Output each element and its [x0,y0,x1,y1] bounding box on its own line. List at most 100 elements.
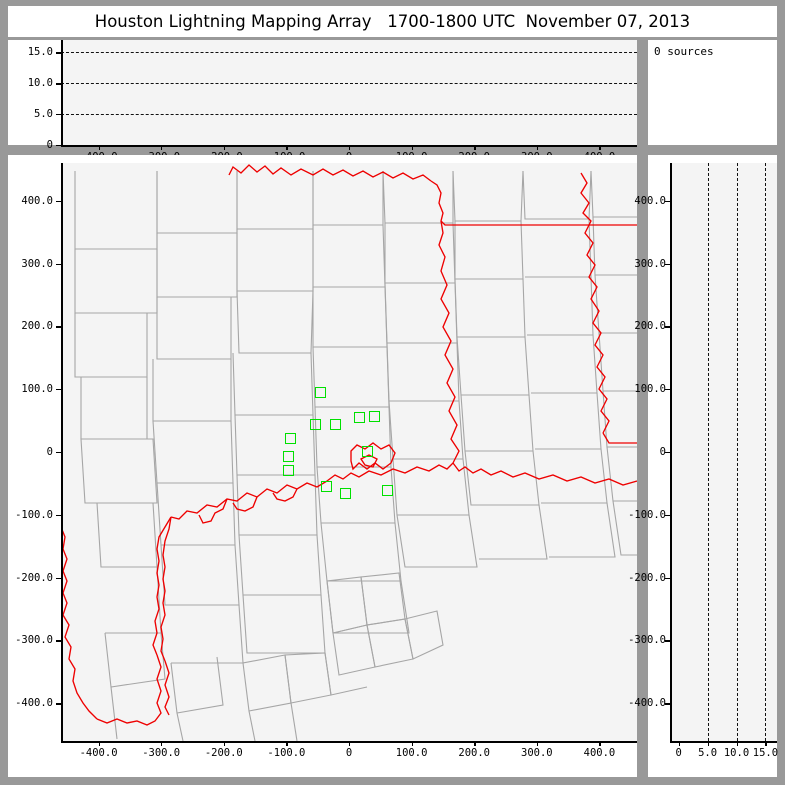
y-tick-label: 0 [46,139,53,151]
lma-station-marker [320,481,332,493]
gridline-vertical [707,163,709,741]
lma-station-marker [314,386,326,398]
gridline-vertical [765,163,767,741]
y-tick-label: 100.0 [21,383,53,396]
x-tick-label: -200.0 [204,747,243,759]
y-tick [665,200,671,202]
x-tick [765,741,767,746]
x-tick-label: 0 [345,747,353,759]
x-tick-label: 400.0 [583,747,616,759]
y-tick [665,452,671,454]
sources-count-label: 0 sources [654,45,714,58]
y-tick [665,514,671,517]
y-tick-label: -400.0 [15,697,53,710]
x-tick [707,741,709,746]
x-tick-label: 300.0 [521,747,553,759]
y-tick [56,145,62,147]
y-tick [56,389,62,391]
y-tick [56,200,62,202]
county-lines [74,170,637,741]
y-tick [56,577,62,579]
x-tick [599,741,601,746]
y-tick [665,577,671,579]
y-tick [56,514,62,517]
x-tick [411,741,413,746]
y-tick [665,640,671,642]
y-tick [665,389,671,391]
y-axis-line [61,40,63,145]
y-tick-label: -200.0 [15,571,53,584]
lma-station-marker [310,419,322,431]
map-geography-overlay [61,164,637,741]
time-height-panel: -400.0-300.0-200.0-100.00100.0200.0300.0… [8,40,637,163]
height-histogram-plot-area[interactable] [670,163,777,741]
state-and-coastline-borders [61,164,637,726]
y-tick [665,263,671,265]
y-tick [56,263,62,265]
lma-station-marker [339,487,351,499]
height-histogram-panel: 0 5.0 10.0 15.0 -400.0 -300.0 -200.0 -100.0 0 100… [628,155,779,777]
x-tick-label: 5.0 [698,747,718,759]
y-tick-label: -300.0 [15,634,53,647]
y-tick-label: -200.0 [628,571,666,584]
x-tick [536,741,539,746]
y-tick-label: 5.0 [34,108,53,121]
x-tick-label: -100.0 [267,747,306,759]
lma-station-marker [353,411,365,423]
x-tick-label: -400.0 [79,747,118,759]
x-tick [98,145,100,150]
y-tick-label: 15.0 [27,46,53,59]
time-height-plot-area[interactable] [61,40,637,145]
lma-station-marker [361,445,373,457]
y-tick-label: 200.0 [634,320,666,333]
x-tick [161,741,163,746]
y-tick-label: -300.0 [628,634,666,647]
y-tick-label: 400.0 [634,194,666,207]
plan-view-map-panel: -400.0 -300.0 -200.0 -100.0 0 100.0 200.0 300.0… [8,155,637,777]
y-tick [56,703,62,705]
gridline-horizontal [61,83,637,85]
y-tick-label: 10.0 [27,77,53,90]
lma-station-marker [283,465,295,477]
page-title: Houston Lightning Mapping Array 1700-180… [94,12,691,31]
y-tick [665,326,671,328]
y-tick [56,83,62,85]
lma-station-marker [369,411,381,423]
x-tick [474,145,476,150]
y-tick-label: 300.0 [21,257,53,270]
x-tick [286,145,288,150]
y-tick [56,326,62,328]
x-tick-label: 15.0 [752,747,779,759]
x-tick [599,145,601,150]
y-tick-label: -100.0 [15,508,53,521]
lma-station-marker [382,485,394,497]
y-tick [56,114,62,116]
x-tick [223,145,226,150]
x-tick [349,145,351,150]
lma-station-marker [330,418,342,430]
x-tick [736,741,738,746]
y-tick-label: 100.0 [634,383,666,396]
window-title-bar: Houston Lightning Mapping Array 1700-180… [8,6,777,37]
plan-view-map-plot-area[interactable] [61,163,637,741]
x-tick [678,741,680,746]
y-tick [665,703,671,705]
x-axis-line [670,741,777,743]
x-tick [223,741,226,746]
x-tick-label: 200.0 [458,747,491,759]
y-tick [56,52,62,54]
gridline-horizontal [61,52,637,54]
gridline-horizontal [61,114,637,116]
y-tick-label: 0 [659,446,666,458]
x-tick [161,145,163,150]
x-tick-label: 0 [675,747,682,759]
x-tick-label: 10.0 [723,747,750,759]
lma-station-marker [284,432,296,444]
y-tick-label: 0 [46,446,53,458]
y-tick [56,640,62,642]
x-tick-label: -300.0 [142,747,181,759]
x-tick-label: 100.0 [395,747,428,759]
x-tick [474,741,476,746]
x-tick [411,145,413,150]
